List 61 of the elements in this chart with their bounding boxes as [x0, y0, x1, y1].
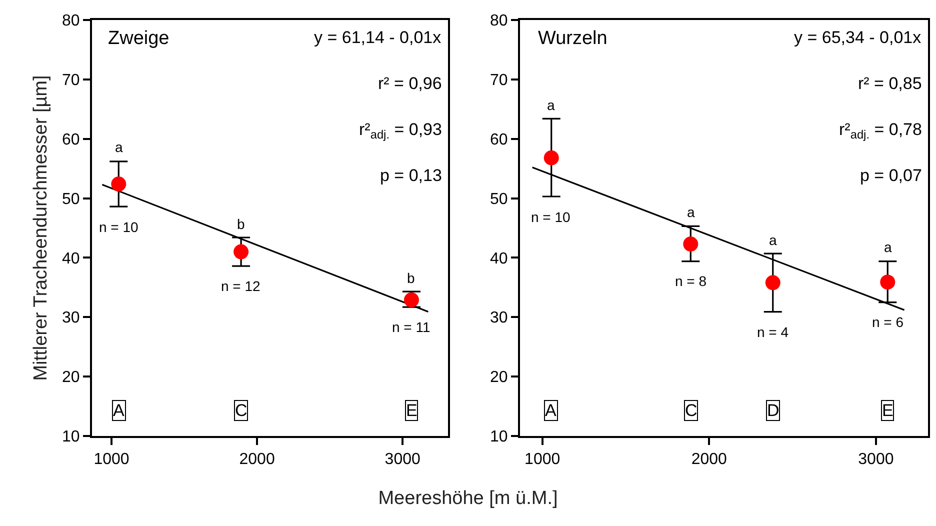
annotation: y = 61,14 - 0,01x [314, 28, 442, 47]
chart-title: Zweige [108, 28, 170, 49]
x-axis-title: Meereshöhe [m ü.M.] [377, 488, 559, 510]
y-tick-label: 20 [62, 369, 80, 386]
annotation: a [547, 97, 555, 113]
annotation: n = 4 [757, 324, 789, 340]
y-tick-label: 80 [62, 12, 80, 30]
point [880, 274, 896, 290]
annotation: a [769, 232, 777, 248]
annotation: C [235, 401, 248, 420]
annotation: n = 10 [531, 209, 571, 225]
annotation: E [882, 401, 894, 420]
y-tick-label: 10 [62, 428, 80, 446]
y-tick-label: 60 [62, 131, 80, 148]
annotation: b [237, 216, 245, 232]
y-tick-label: 40 [490, 250, 508, 268]
y-tick-label: 80 [490, 12, 508, 30]
x-tick-label: 1000 [94, 451, 130, 468]
y-tick-label: 30 [490, 310, 508, 327]
annotation: n = 10 [99, 219, 139, 235]
annotation: n = 6 [872, 314, 904, 330]
y-tick-label: 10 [490, 428, 508, 446]
annotation: r² = 0,96 [378, 74, 442, 93]
annotation: C [685, 401, 698, 420]
annotation: r²$_{adj.}$ = 0,93 [359, 120, 442, 142]
annotation: n = 11 [392, 319, 430, 335]
x-tick-label: 1000 [524, 451, 560, 468]
point [544, 150, 559, 166]
y-tick-label: 20 [490, 369, 508, 386]
annotation: a [115, 139, 123, 155]
annotation: r² = 0,85 [858, 74, 922, 93]
annotation: p = 0,13 [380, 166, 442, 185]
y-tick-label: 60 [490, 131, 508, 148]
point [765, 275, 780, 290]
x-tick-label: 2000 [239, 451, 275, 468]
y-tick-label: 30 [62, 310, 80, 327]
x-tick-label: 3000 [384, 451, 420, 468]
annotation: D [767, 401, 780, 420]
annotation: n = 12 [221, 278, 261, 294]
y-axis-title: Mittlerer Tracheendurchmesser [µm] [30, 75, 52, 381]
annotation: b [407, 270, 415, 286]
annotation: A [545, 401, 557, 420]
point [111, 176, 126, 192]
annotation: p = 0,07 [860, 166, 922, 185]
annotation: a [687, 204, 695, 220]
annotation: r²$_{adj.}$ = 0,78 [839, 120, 922, 142]
x-tick-label: 3000 [858, 451, 894, 468]
chart-title: Wurzeln [538, 28, 608, 49]
y-tick-label: 50 [490, 190, 508, 208]
annotation: y = 65,34 - 0,01x [794, 28, 922, 47]
annotation: n = 8 [675, 273, 707, 289]
annotation: a [884, 239, 892, 255]
annotation: A [113, 401, 125, 420]
y-tick-label: 40 [62, 250, 80, 268]
y-tick-label: 50 [62, 190, 80, 208]
x-tick-label: 2000 [691, 451, 728, 468]
y-tick-label: 70 [62, 72, 80, 90]
annotation: E [406, 401, 418, 420]
y-tick-label: 70 [490, 72, 508, 90]
point [683, 236, 698, 252]
point [234, 244, 249, 260]
